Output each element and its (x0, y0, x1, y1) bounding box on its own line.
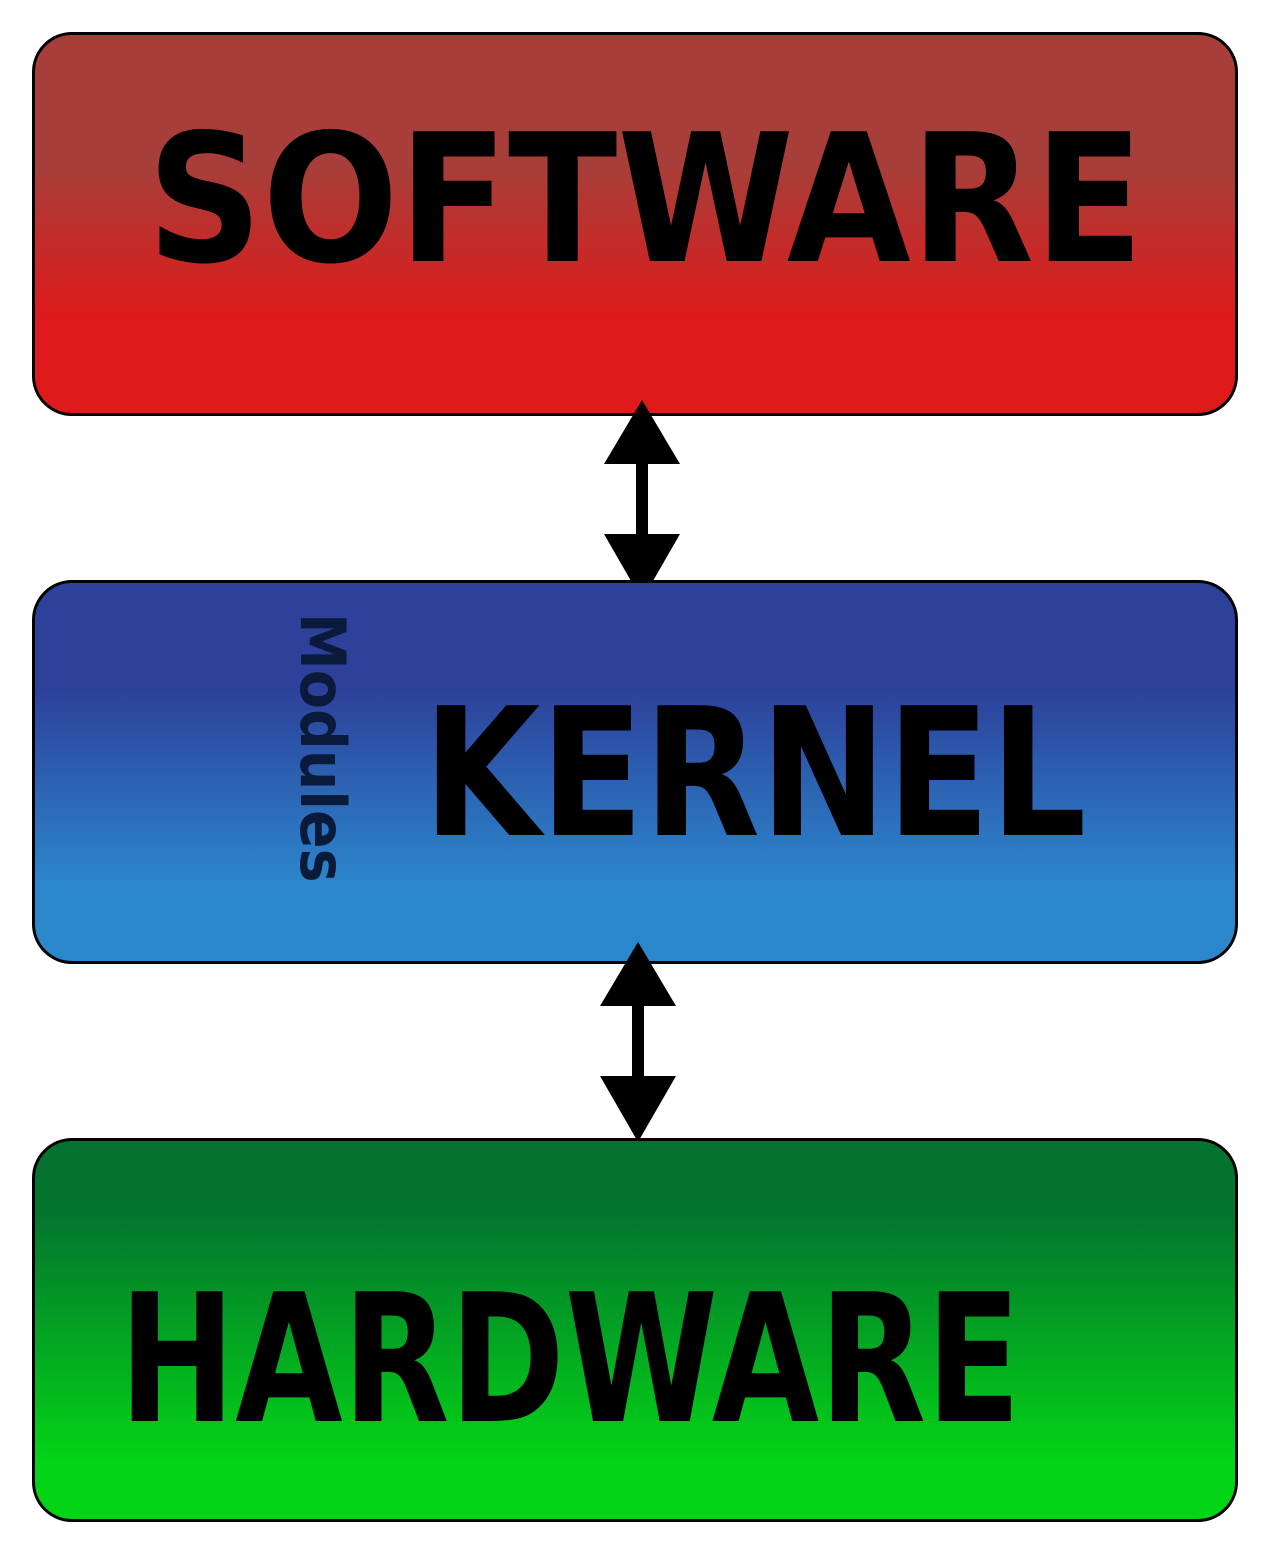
modules-label: Modules (286, 613, 359, 883)
software-label: SOFTWARE (147, 96, 1144, 303)
kernel-hardware-arrow-icon (600, 942, 676, 1142)
hardware-label: HARDWARE (119, 1256, 1021, 1463)
software-kernel-arrow-icon (604, 400, 680, 600)
kernel-layer: Modules KERNEL (32, 580, 1238, 964)
hardware-layer: HARDWARE (32, 1138, 1238, 1522)
kernel-label: KERNEL (423, 670, 1087, 877)
software-layer: SOFTWARE (32, 32, 1238, 416)
